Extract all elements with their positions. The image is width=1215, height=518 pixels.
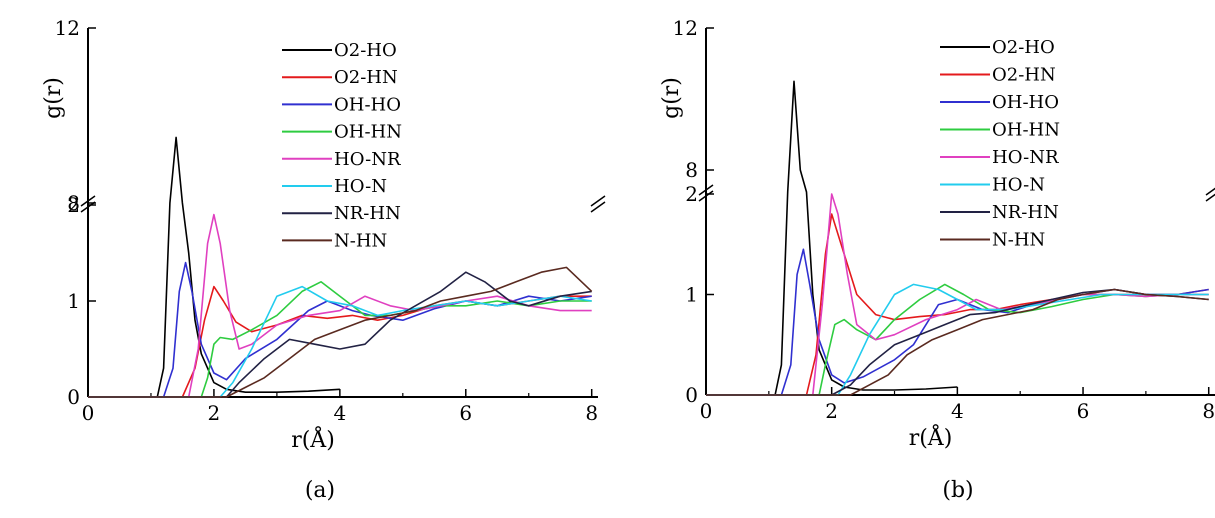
legend-label-nr-hn: NR-HN	[992, 202, 1059, 223]
axis-break-mark	[1205, 187, 1215, 196]
y-tick-label: 0	[685, 383, 698, 407]
axis-break-mark	[698, 184, 714, 196]
legend-label-oh-ho: OH-HO	[992, 92, 1059, 113]
x-tick-label: 4	[333, 401, 346, 425]
legend-label-ho-nr: HO-NR	[334, 149, 401, 170]
legend-label-o2-ho: O2-HO	[992, 37, 1055, 58]
legend: O2-HO O2-HN OH-HO OH-HN HO-NR HO-N NR-HN N-HN	[940, 37, 1060, 251]
x-tick-label: 0	[700, 399, 713, 423]
series-line-ho-nr	[88, 213, 592, 398]
x-axis-label: r(Å)	[909, 423, 953, 451]
legend-label-oh-hn: OH-HN	[992, 120, 1060, 141]
x-tick-label: 6	[1077, 399, 1090, 423]
series-line-nr-hn	[88, 271, 592, 398]
x-tick-label: 6	[459, 401, 472, 425]
y-tick-label: 1	[685, 283, 698, 307]
y-tick-label: 2	[685, 182, 698, 206]
chart-panel-1: 0 2 4 6 8012812r(Å)g(r)O2-HOO2-HNOH-HOOH-HNH…	[41, 16, 606, 503]
legend-label-n-hn: N-HN	[334, 230, 387, 251]
series-line-nr-hn	[706, 288, 1209, 396]
y-axis-label: g(r)	[41, 77, 66, 119]
x-axis-label: r(Å)	[291, 425, 335, 453]
x-tick-label: 8	[585, 401, 598, 425]
axis-break-mark	[590, 201, 606, 213]
legend-label-o2-hn: O2-HN	[334, 67, 398, 88]
series-line-oh-hn	[706, 283, 1209, 396]
y-tick-label: 1	[67, 289, 80, 313]
legend-label-ho-n: HO-N	[334, 176, 387, 197]
x-tick-label: 8	[1202, 399, 1215, 423]
series-line-ho-n	[88, 285, 592, 398]
x-tick-label: 2	[208, 401, 221, 425]
legend-label-ho-n: HO-N	[992, 175, 1045, 196]
y-tick-label: 8	[67, 191, 80, 215]
series-line-ho-n	[706, 283, 1209, 396]
series-line-oh-hn	[88, 281, 592, 398]
legend-label-o2-ho: O2-HO	[334, 40, 397, 61]
y-tick-label: 2	[67, 193, 80, 217]
x-tick-label: 0	[82, 401, 95, 425]
panel-label: (b)	[942, 478, 973, 503]
legend: O2-HO O2-HN OH-HO OH-HN HO-NR HO-N NR-HN N-HN	[282, 40, 402, 251]
legend-label-oh-hn: OH-HN	[334, 122, 402, 143]
panel-label: (a)	[305, 478, 335, 503]
axis-break-mark	[1205, 193, 1215, 202]
series-line-n-hn	[88, 266, 593, 398]
series-line-o2-ho	[706, 80, 958, 396]
legend-label-n-hn: N-HN	[992, 230, 1045, 251]
chart-panel-2: 0 2 4 6 8012812r(Å)g(r)O2-HOO2-HNOH-HOOH-HNH…	[659, 16, 1215, 503]
series-line-o2-ho	[88, 136, 340, 398]
x-tick-label: 4	[951, 399, 964, 423]
axis-break-mark	[698, 190, 714, 202]
legend-label-ho-nr: HO-NR	[992, 147, 1059, 168]
axis-break-mark	[80, 195, 96, 207]
y-tick-label: 0	[67, 385, 80, 409]
series-line-oh-ho	[706, 248, 1209, 396]
series-line-n-hn	[706, 288, 1209, 396]
y-tick-label: 8	[685, 158, 698, 182]
legend-label-oh-ho: OH-HO	[334, 94, 401, 115]
x-tick-label: 2	[825, 399, 838, 423]
y-tick-label: 12	[55, 16, 80, 40]
legend-label-o2-hn: O2-HN	[992, 65, 1056, 86]
axis-break-mark	[590, 195, 606, 207]
y-tick-label: 12	[673, 16, 698, 40]
y-axis-label: g(r)	[659, 77, 684, 119]
legend-label-nr-hn: NR-HN	[334, 203, 401, 224]
